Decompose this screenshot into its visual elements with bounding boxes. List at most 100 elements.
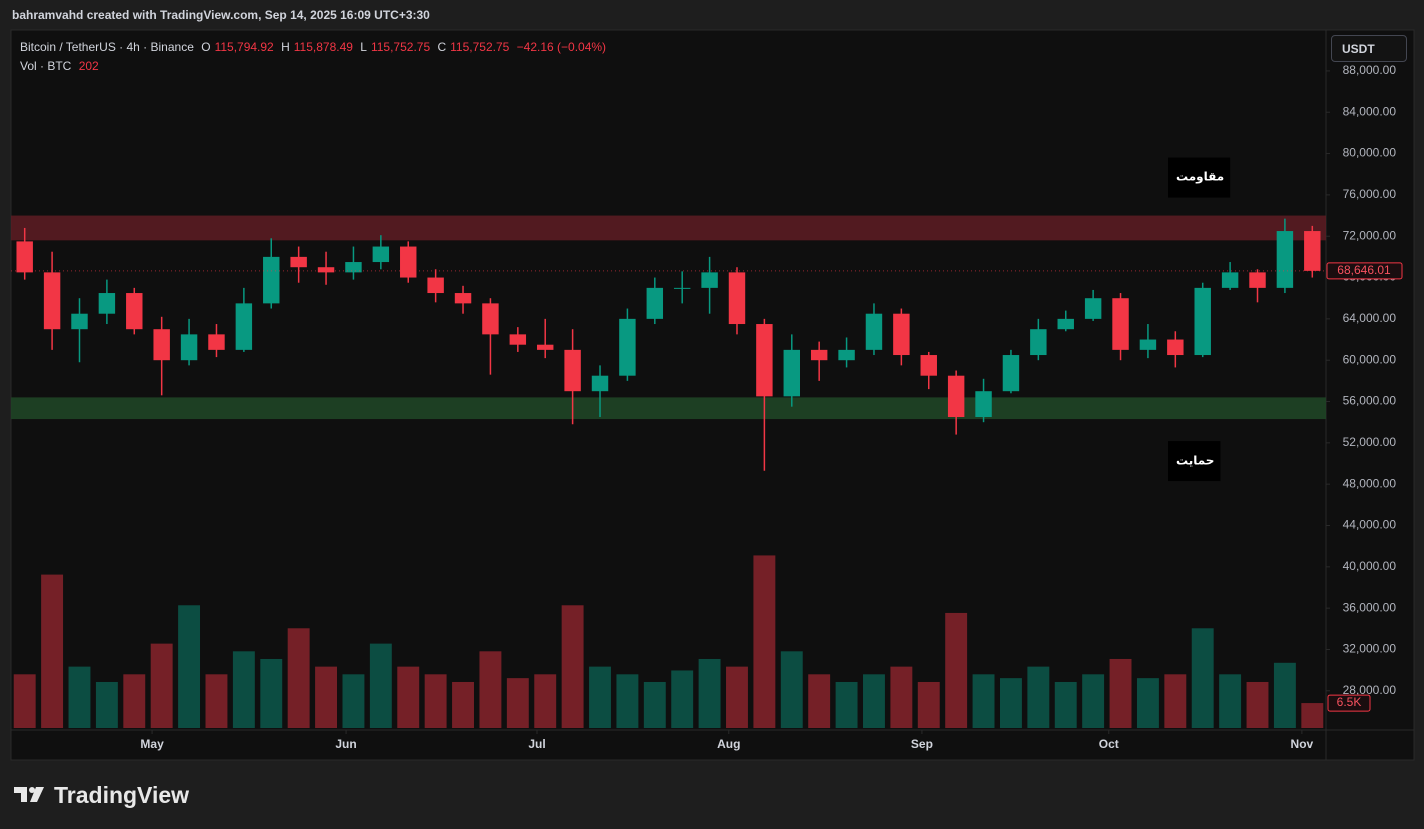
candle-body bbox=[509, 334, 527, 345]
candle-body bbox=[975, 391, 992, 418]
volume-bar bbox=[452, 681, 474, 728]
y-tick-label: 28,000.00 bbox=[1343, 683, 1397, 697]
candle-body bbox=[235, 303, 253, 350]
candle-body bbox=[317, 267, 335, 273]
last-price-label: 68,646.01 bbox=[1337, 263, 1391, 277]
zone bbox=[11, 215, 1326, 241]
volume-bar bbox=[780, 651, 803, 728]
brand: TradingView bbox=[54, 782, 190, 808]
volume-bar bbox=[1273, 662, 1296, 728]
y-tick-label: 76,000.00 bbox=[1343, 187, 1397, 201]
volume-bar bbox=[808, 674, 831, 728]
volume-bar bbox=[178, 605, 201, 728]
zone bbox=[11, 397, 1326, 420]
zone-label: حمایت bbox=[1168, 441, 1221, 482]
candle-body bbox=[537, 344, 554, 350]
volume-bar bbox=[972, 674, 995, 728]
volume-bar bbox=[287, 628, 310, 728]
candle-body bbox=[180, 334, 198, 361]
y-tick-label: 56,000.00 bbox=[1343, 394, 1397, 408]
candle-body bbox=[98, 293, 116, 314]
volume-bar bbox=[479, 651, 502, 728]
candle-body bbox=[400, 246, 417, 278]
candle-body bbox=[701, 272, 718, 288]
volume-bar bbox=[13, 674, 36, 728]
y-tick-label: 48,000.00 bbox=[1343, 476, 1397, 490]
volume-bar bbox=[561, 605, 584, 728]
candle-body bbox=[43, 272, 61, 330]
y-tick-label: 52,000.00 bbox=[1343, 435, 1397, 449]
volume-bar bbox=[698, 658, 721, 728]
volume-bar bbox=[41, 574, 64, 728]
candle-body bbox=[126, 293, 143, 330]
symbol: Bitcoin / TetherUS · 4h · Binance bbox=[20, 40, 194, 54]
volume-bar bbox=[123, 674, 146, 728]
candle-body bbox=[810, 349, 828, 361]
candle-body bbox=[153, 329, 170, 361]
volume-legend: Vol · BTC 202 bbox=[20, 59, 103, 73]
volume-bar bbox=[150, 643, 173, 728]
candle-body bbox=[728, 272, 746, 325]
volume-bar bbox=[1164, 674, 1187, 728]
candle-body bbox=[372, 246, 390, 263]
candle-body bbox=[756, 324, 773, 397]
candle-body bbox=[564, 349, 581, 392]
candle-body bbox=[208, 334, 225, 350]
volume-bar bbox=[506, 678, 529, 728]
volume-bar bbox=[917, 681, 940, 728]
candle-body bbox=[947, 375, 965, 418]
zone-label: مقاومت bbox=[1168, 157, 1231, 198]
zone-label-text: حمایت bbox=[1176, 453, 1214, 467]
volume-bar bbox=[342, 674, 365, 728]
legend-row: Bitcoin / TetherUS · 4h · Binance O 115,7… bbox=[20, 40, 610, 54]
volume-bar bbox=[424, 674, 447, 728]
volume-bar bbox=[671, 670, 694, 728]
candle-body bbox=[1084, 298, 1102, 319]
candle-body bbox=[673, 287, 691, 289]
ohlc-key: C bbox=[437, 40, 447, 54]
volume-value: 202 bbox=[78, 59, 99, 73]
ohlc-value: 115,752.75 bbox=[450, 40, 510, 54]
ohlc-key: O bbox=[201, 40, 211, 54]
y-tick-label: 44,000.00 bbox=[1343, 518, 1397, 532]
ohlc-key: H bbox=[281, 40, 290, 54]
zone-label-text: مقاومت bbox=[1176, 170, 1224, 185]
volume-bar bbox=[1082, 674, 1105, 728]
candle-body bbox=[920, 355, 937, 376]
volume-bar bbox=[95, 681, 118, 728]
x-tick-label: Nov bbox=[1291, 737, 1314, 751]
candle-body bbox=[16, 241, 33, 273]
last-price-box bbox=[1326, 262, 1403, 280]
candle-body bbox=[1249, 272, 1266, 288]
candle-body bbox=[345, 262, 362, 273]
last-volume-box bbox=[1327, 694, 1371, 712]
ohlc-value: 115,794.92 bbox=[214, 40, 274, 54]
ohlc-key: L bbox=[360, 40, 367, 54]
currency-button[interactable]: USDT bbox=[1331, 35, 1407, 62]
volume-bar bbox=[890, 666, 913, 728]
ohlc-value: 115,878.49 bbox=[293, 40, 353, 54]
x-tick-label: Oct bbox=[1099, 737, 1119, 751]
y-tick-label: 60,000.00 bbox=[1343, 352, 1397, 366]
volume-bar bbox=[205, 674, 228, 728]
candle-body bbox=[454, 293, 472, 304]
x-tick-label: May bbox=[140, 737, 164, 751]
x-tick-label: Jun bbox=[335, 737, 356, 751]
x-tick-label: Jul bbox=[528, 737, 545, 751]
volume-bar bbox=[1301, 703, 1324, 728]
y-tick-label: 84,000.00 bbox=[1343, 104, 1397, 118]
zone-label-box bbox=[1168, 441, 1221, 482]
volume-bar bbox=[753, 555, 776, 728]
volume-bar bbox=[1109, 658, 1132, 728]
volume-bar bbox=[1136, 678, 1159, 728]
candle-body bbox=[1276, 231, 1294, 288]
candle-body bbox=[591, 375, 609, 392]
chart-panel bbox=[10, 29, 1415, 761]
candle-body bbox=[71, 313, 88, 330]
candle-body bbox=[290, 256, 307, 268]
volume-bar bbox=[726, 666, 748, 728]
candle-body bbox=[619, 318, 636, 376]
volume-bar bbox=[945, 612, 968, 728]
candle-body bbox=[1304, 231, 1321, 271]
